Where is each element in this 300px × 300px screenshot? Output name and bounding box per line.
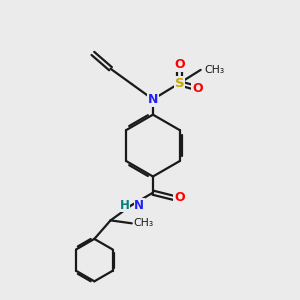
Text: CH₃: CH₃ <box>133 218 153 228</box>
Text: S: S <box>175 77 184 90</box>
Text: O: O <box>174 191 185 205</box>
Text: N: N <box>148 93 158 106</box>
Text: H: H <box>119 199 129 212</box>
Text: CH₃: CH₃ <box>204 65 224 75</box>
Text: N: N <box>134 199 144 212</box>
Text: O: O <box>174 58 185 71</box>
Text: O: O <box>192 82 203 95</box>
